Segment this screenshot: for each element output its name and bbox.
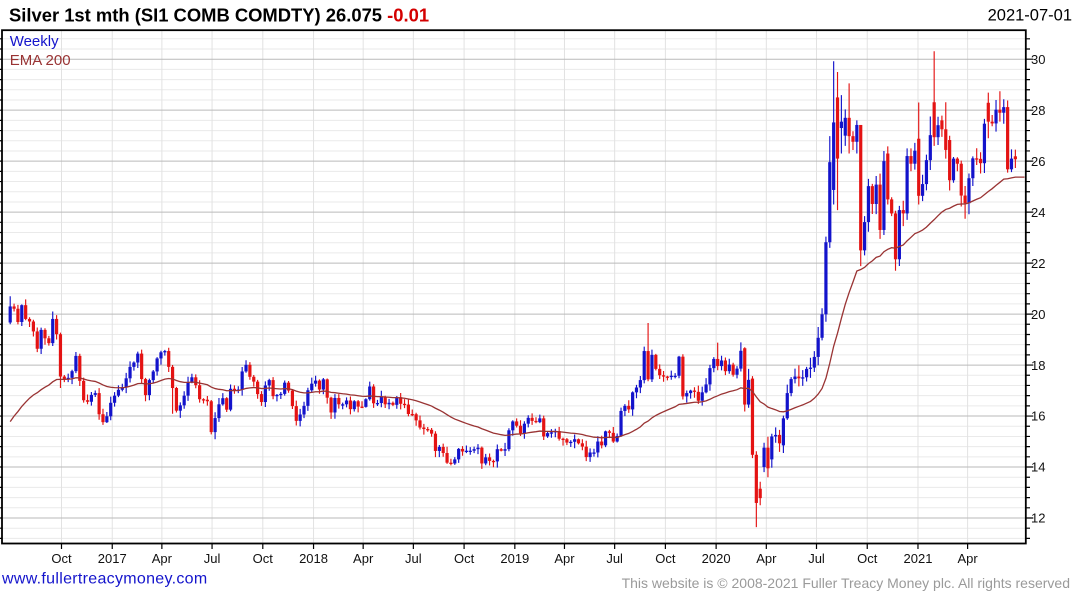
svg-text:22: 22 (1031, 256, 1045, 271)
svg-text:Apr: Apr (353, 551, 374, 566)
svg-text:Silver 1st mth (SI1 COMB COMDT: Silver 1st mth (SI1 COMB COMDTY) 26.075 … (9, 4, 429, 25)
svg-text:12: 12 (1031, 511, 1045, 526)
svg-text:2021: 2021 (904, 551, 933, 566)
svg-text:Oct: Oct (857, 551, 878, 566)
svg-text:24: 24 (1031, 205, 1045, 220)
svg-text:2018: 2018 (299, 551, 328, 566)
svg-text:30: 30 (1031, 52, 1045, 67)
svg-text:16: 16 (1031, 409, 1045, 424)
svg-text:Apr: Apr (756, 551, 777, 566)
svg-text:Oct: Oct (253, 551, 274, 566)
svg-text:Apr: Apr (554, 551, 575, 566)
svg-text:Apr: Apr (152, 551, 173, 566)
svg-text:Oct: Oct (454, 551, 475, 566)
svg-text:Jul: Jul (606, 551, 623, 566)
svg-text:Apr: Apr (957, 551, 978, 566)
svg-text:26: 26 (1031, 154, 1045, 169)
svg-text:20: 20 (1031, 307, 1045, 322)
svg-text:Weekly: Weekly (10, 33, 59, 50)
svg-text:www.fullertreacymoney.com: www.fullertreacymoney.com (1, 571, 207, 588)
svg-text:2019: 2019 (500, 551, 529, 566)
svg-text:Oct: Oct (655, 551, 676, 566)
svg-text:2021-07-01: 2021-07-01 (988, 7, 1072, 25)
svg-text:Jul: Jul (204, 551, 221, 566)
svg-text:2017: 2017 (98, 551, 127, 566)
svg-text:Oct: Oct (51, 551, 72, 566)
svg-text:EMA 200: EMA 200 (10, 52, 71, 69)
svg-text:28: 28 (1031, 103, 1045, 118)
svg-text:2020: 2020 (702, 551, 731, 566)
svg-text:Jul: Jul (808, 551, 825, 566)
svg-text:14: 14 (1031, 460, 1045, 475)
svg-text:This website is © 2008-2021 Fu: This website is © 2008-2021 Fuller Treac… (622, 575, 1070, 591)
svg-text:18: 18 (1031, 358, 1045, 373)
svg-text:Jul: Jul (405, 551, 422, 566)
